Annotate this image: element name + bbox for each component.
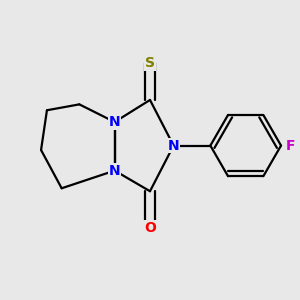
Text: F: F [285,139,295,153]
Text: N: N [109,164,121,178]
Text: O: O [144,221,156,235]
Text: N: N [168,139,179,153]
Text: N: N [109,115,121,129]
Text: S: S [145,56,155,70]
